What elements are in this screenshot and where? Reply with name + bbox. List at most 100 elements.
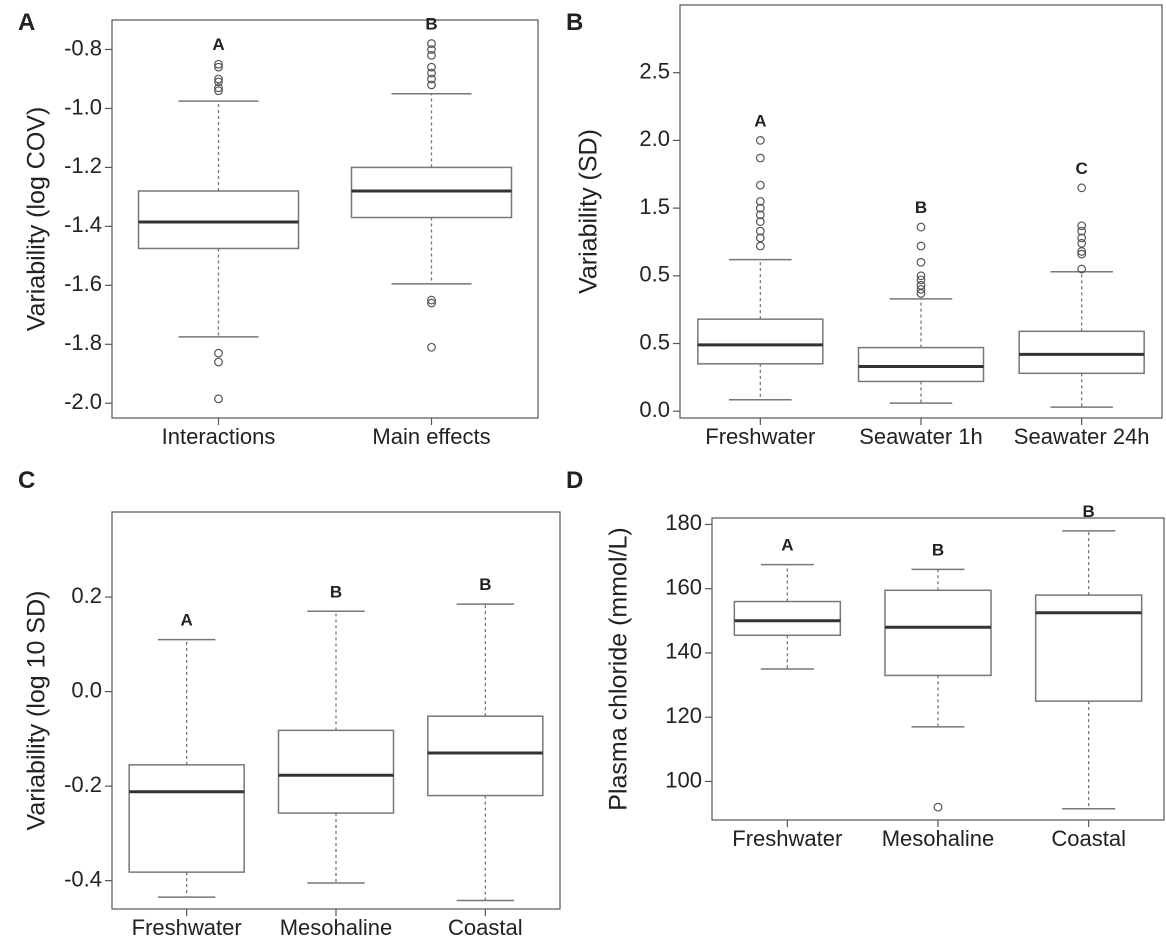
- outlier-point: [755, 210, 765, 220]
- panel-letter: A: [18, 9, 35, 36]
- significance-letter: A: [212, 35, 224, 54]
- outlier-point: [916, 284, 926, 294]
- outlier-point: [214, 348, 223, 358]
- panel-B: B Variability (SD) 0.0 0.5 0.5 1.5 2.0 2.5 Fresh…: [566, 4, 1163, 449]
- iqr-box: [1034, 594, 1143, 702]
- outlier-point: [916, 280, 926, 290]
- outlier-point: [916, 257, 926, 267]
- outlier-point: [214, 77, 223, 87]
- outlier-point: [933, 802, 943, 812]
- outlier-point: [916, 271, 926, 281]
- outlier-point: [1077, 264, 1087, 274]
- outlier-point: [755, 233, 765, 243]
- panel-D: D Plasma chloride (mmol/L) 100 120 140 160 180…: [566, 467, 1165, 851]
- y-tick-label: 160: [665, 574, 702, 599]
- box-main-effects: Main effects B: [350, 15, 513, 449]
- box-coastal: Coastal B: [1034, 502, 1143, 851]
- y-axis-label: Variability (log 10 SD): [23, 591, 51, 831]
- iqr-box: [1018, 330, 1145, 375]
- outlier-point: [427, 62, 436, 72]
- y-axis-label: Variability (SD): [575, 129, 603, 294]
- y-tick-label: 140: [665, 639, 702, 664]
- y-tick-label: -2.0: [64, 389, 102, 414]
- outlier-point: [1077, 238, 1087, 248]
- y-tick-label: 2.0: [639, 126, 670, 151]
- panel-letter: B: [566, 9, 583, 36]
- y-tick-label: 0.0: [639, 397, 670, 422]
- iqr-box: [128, 764, 245, 873]
- box-mesohaline: Mesohaline B: [882, 540, 995, 851]
- outlier-point: [1077, 183, 1087, 193]
- iqr-box: [277, 729, 395, 814]
- x-tick-label: Freshwater: [705, 424, 815, 449]
- iqr-box: [857, 346, 985, 383]
- panel-letter: C: [18, 467, 35, 494]
- outlier-point: [916, 275, 926, 285]
- outlier-point: [214, 83, 223, 93]
- significance-letter: C: [1076, 159, 1088, 178]
- outlier-point: [427, 80, 436, 90]
- box-freshwater: Freshwater A: [732, 536, 842, 851]
- outlier-point: [1077, 233, 1087, 243]
- y-tick-label: -1.8: [64, 330, 102, 355]
- panel-A: A Variability (log COV) -2.0 -1.8 -1.6 -1.4 -1…: [18, 9, 539, 449]
- outlier-point: [427, 74, 436, 84]
- x-tick-label: Coastal: [1051, 826, 1126, 851]
- outlier-point: [916, 241, 926, 251]
- box-freshwater: Freshwater A: [697, 111, 824, 449]
- outlier-point: [214, 62, 223, 72]
- x-tick-label: Main effects: [372, 424, 490, 449]
- significance-letter: A: [754, 111, 766, 130]
- outlier-point: [427, 298, 436, 308]
- y-tick-label: 0.0: [71, 677, 102, 702]
- y-tick-label: -0.2: [64, 772, 102, 797]
- panel-C: C Variability (log 10 SD) -0.4 -0.2 0.0 0.2 Fr…: [18, 467, 561, 940]
- outlier-point: [755, 196, 765, 206]
- significance-letter: A: [181, 611, 193, 630]
- y-tick-label: -1.4: [64, 212, 102, 237]
- box-interactions: Interactions A: [137, 35, 300, 449]
- outlier-point: [214, 86, 223, 96]
- x-tick-label: Freshwater: [732, 826, 842, 851]
- y-tick-label: 0.5: [639, 262, 670, 287]
- outlier-point: [427, 342, 436, 352]
- box-freshwater: Freshwater A: [128, 611, 245, 940]
- significance-letter: B: [1083, 502, 1095, 521]
- x-tick-label: Seawater 1h: [859, 424, 983, 449]
- significance-letter: B: [330, 582, 342, 601]
- outlier-point: [427, 50, 436, 60]
- outlier-point: [214, 74, 223, 84]
- box-coastal: Coastal B: [427, 575, 544, 940]
- outlier-point: [427, 295, 436, 305]
- y-tick-label: 2.5: [639, 59, 670, 84]
- y-tick-label: 180: [665, 510, 702, 535]
- outlier-point: [755, 226, 765, 236]
- outlier-point: [214, 394, 223, 404]
- y-tick-label: 100: [665, 767, 702, 792]
- outlier-point: [427, 39, 436, 48]
- y-tick-label: -1.6: [64, 271, 102, 296]
- outlier-point: [1077, 221, 1087, 231]
- x-tick-label: Seawater 24h: [1014, 424, 1150, 449]
- significance-letter: B: [915, 198, 927, 217]
- y-tick-label: -1.0: [64, 94, 102, 119]
- iqr-box: [427, 715, 544, 797]
- x-tick-label: Interactions: [162, 424, 276, 449]
- y-tick-label: -0.4: [64, 866, 102, 891]
- iqr-box: [137, 190, 300, 250]
- x-tick-label: Coastal: [448, 915, 523, 940]
- y-axis-label: Plasma chloride (mmol/L): [605, 527, 633, 810]
- outlier-point: [755, 153, 765, 163]
- x-tick-label: Freshwater: [132, 915, 242, 940]
- y-tick-label: -1.2: [64, 153, 102, 178]
- y-tick-label: 120: [665, 703, 702, 728]
- outlier-point: [427, 68, 436, 78]
- iqr-box: [697, 318, 824, 365]
- significance-letter: B: [932, 540, 944, 559]
- outlier-point: [1077, 226, 1087, 236]
- significance-letter: B: [479, 575, 491, 594]
- significance-letter: A: [781, 536, 793, 555]
- y-axis-label: Variability (log COV): [23, 107, 51, 332]
- significance-letter: B: [425, 15, 437, 34]
